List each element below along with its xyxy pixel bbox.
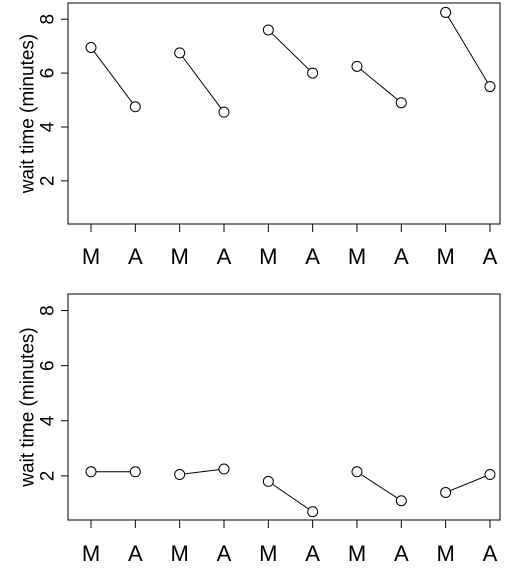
- x-tick-label: A: [305, 244, 320, 269]
- y-axis-label: wait time (minutes): [18, 34, 39, 194]
- x-tick-label: A: [217, 244, 232, 269]
- series-line: [360, 69, 398, 100]
- data-point-morning: [174, 47, 186, 59]
- series-line: [182, 56, 222, 109]
- data-point-morning: [440, 486, 452, 498]
- data-point-afternoon: [395, 97, 407, 109]
- data-point-afternoon: [484, 469, 496, 481]
- bottom-panel: 2 4 6 8 wait time (minutes) M A M A M A M A M A: [18, 293, 501, 566]
- plot-frame: [67, 2, 501, 225]
- series-line: [184, 469, 220, 475]
- data-point-morning: [174, 469, 186, 481]
- x-tick-label: M: [259, 244, 277, 269]
- data-point-afternoon: [129, 101, 141, 113]
- y-tick-label: 8: [38, 14, 59, 25]
- x-tick-label: A: [483, 244, 498, 269]
- data-point-afternoon: [218, 463, 230, 475]
- data-point-morning: [85, 466, 97, 478]
- series-line: [271, 33, 310, 70]
- series-line: [272, 483, 309, 510]
- data-point-morning: [351, 60, 363, 72]
- x-tick-label: M: [170, 541, 188, 566]
- x-tick-label: A: [128, 541, 143, 566]
- y-axis-label: wait time (minutes): [18, 327, 39, 487]
- x-tick-label: A: [217, 541, 232, 566]
- x-tick-label: A: [128, 244, 143, 269]
- x-tick-label: A: [394, 244, 409, 269]
- x-tick-label: M: [82, 244, 100, 269]
- x-tick-label: M: [82, 541, 100, 566]
- x-tick-label: A: [305, 541, 320, 566]
- top-panel: 2 4 6 8 wait time (minutes) M A M A M A M A M A: [18, 2, 501, 269]
- x-tick-label: M: [436, 541, 454, 566]
- data-point-morning: [351, 466, 363, 478]
- x-tick-label: M: [436, 244, 454, 269]
- y-tick-label: 2: [38, 471, 59, 482]
- series-line: [450, 475, 486, 492]
- series-line: [360, 474, 398, 499]
- plot-frame: [67, 293, 501, 521]
- y-tick-label: 6: [38, 68, 59, 79]
- y-tick-label: 2: [38, 176, 59, 187]
- data-point-morning: [262, 24, 274, 36]
- series-line: [447, 16, 488, 83]
- data-point-afternoon: [307, 506, 319, 518]
- x-tick-label: A: [394, 541, 409, 566]
- data-point-afternoon: [395, 495, 407, 507]
- y-tick-label: 8: [38, 305, 59, 316]
- x-tick-label: M: [348, 541, 366, 566]
- y-tick-label: 6: [38, 360, 59, 371]
- data-point-afternoon: [484, 81, 496, 93]
- data-point-morning: [440, 6, 452, 18]
- x-tick-label: M: [348, 244, 366, 269]
- data-point-afternoon: [307, 67, 319, 79]
- data-point-afternoon: [129, 466, 141, 478]
- y-tick-label: 4: [38, 415, 59, 426]
- x-tick-label: A: [483, 541, 498, 566]
- series-line: [93, 51, 133, 104]
- x-tick-label: M: [259, 541, 277, 566]
- y-tick-label: 4: [38, 121, 59, 132]
- x-tick-label: M: [170, 244, 188, 269]
- data-point-morning: [262, 475, 274, 487]
- data-point-morning: [85, 41, 97, 53]
- data-point-afternoon: [218, 106, 230, 118]
